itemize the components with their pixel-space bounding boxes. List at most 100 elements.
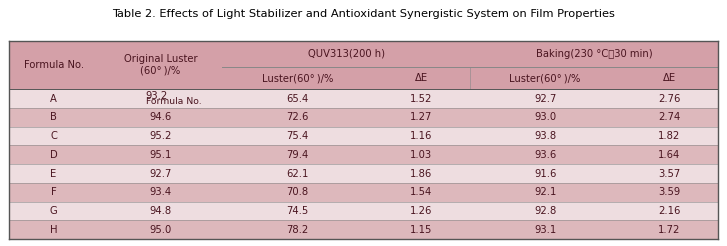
Bar [9,202,98,220]
Text: 2.74: 2.74 [658,112,680,122]
Bar [620,202,718,220]
Bar [98,202,222,220]
Bar [222,164,372,183]
Text: C: C [50,131,57,141]
Bar [222,108,372,127]
Bar [620,145,718,164]
Text: G: G [49,206,57,216]
Text: 1.54: 1.54 [410,187,433,197]
Bar [620,164,718,183]
Text: 62.1: 62.1 [286,169,308,179]
Text: D: D [49,150,57,160]
Text: 92.8: 92.8 [534,206,556,216]
Text: 2.16: 2.16 [658,206,680,216]
Text: Luster(60° )/%: Luster(60° )/% [262,73,333,83]
Bar [98,127,222,145]
Bar [470,220,620,239]
Bar [9,164,98,183]
Text: Formula No.: Formula No. [23,60,84,70]
Bar [222,127,372,145]
Text: Luster(60° )/%: Luster(60° )/% [510,73,581,83]
Text: 95.2: 95.2 [149,131,172,141]
Text: Formula No.: Formula No. [145,97,201,107]
Bar [372,89,470,108]
Text: Original Luster
(60° )/%: Original Luster (60° )/% [124,54,197,76]
Bar [372,202,470,220]
Bar [98,41,222,89]
Text: 1.27: 1.27 [410,112,433,122]
Bar [98,220,222,239]
Text: 74.5: 74.5 [286,206,308,216]
Bar [9,145,98,164]
Bar [98,108,222,127]
Bar [470,67,620,89]
Text: 93.1: 93.1 [534,225,556,235]
Text: 1.64: 1.64 [658,150,680,160]
Bar [372,108,470,127]
Text: Table 2. Effects of Light Stabilizer and Antioxidant Synergistic System on Film : Table 2. Effects of Light Stabilizer and… [112,9,615,19]
Text: 72.6: 72.6 [286,112,308,122]
Bar [9,220,98,239]
Bar [222,89,372,108]
Bar [98,164,222,183]
Text: 70.8: 70.8 [286,187,308,197]
Bar [222,145,372,164]
Bar [620,67,718,89]
Bar [372,220,470,239]
Bar [222,220,372,239]
Text: 92.7: 92.7 [149,169,172,179]
Text: 79.4: 79.4 [286,150,308,160]
Bar [470,108,620,127]
Text: B: B [50,112,57,122]
Text: ΔE: ΔE [662,73,675,83]
Text: Baking(230 °C、30 min): Baking(230 °C、30 min) [536,49,653,59]
Text: 93.4: 93.4 [150,187,172,197]
Bar [470,164,620,183]
Text: 93.8: 93.8 [534,131,556,141]
Bar [470,127,620,145]
Bar [372,164,470,183]
Text: 75.4: 75.4 [286,131,308,141]
Text: F: F [51,187,57,197]
Text: 3.59: 3.59 [658,187,680,197]
Text: 1.26: 1.26 [410,206,433,216]
Bar [372,145,470,164]
Text: 93.2: 93.2 [145,91,168,101]
Text: 93.0: 93.0 [534,112,556,122]
Text: 92.7: 92.7 [534,93,556,104]
Text: 95.1: 95.1 [149,150,172,160]
Bar [9,127,98,145]
Bar [470,41,718,67]
Bar [372,67,470,89]
Bar [9,183,98,202]
Text: 92.1: 92.1 [534,187,556,197]
Bar [372,127,470,145]
Text: 1.03: 1.03 [410,150,433,160]
Bar [470,183,620,202]
Text: 93.6: 93.6 [534,150,556,160]
Text: 1.82: 1.82 [658,131,680,141]
Text: 1.52: 1.52 [410,93,433,104]
Text: 95.0: 95.0 [149,225,172,235]
Bar [620,89,718,108]
Bar [9,108,98,127]
Bar [620,108,718,127]
Text: 2.76: 2.76 [658,93,680,104]
Bar [620,183,718,202]
Bar [222,183,372,202]
Bar [98,145,222,164]
Text: 94.6: 94.6 [149,112,172,122]
Bar [470,89,620,108]
Text: 91.6: 91.6 [534,169,556,179]
Text: 1.86: 1.86 [410,169,433,179]
Bar [470,202,620,220]
Bar [470,145,620,164]
Text: 1.72: 1.72 [658,225,680,235]
Bar [222,41,470,67]
Text: 1.15: 1.15 [410,225,433,235]
Text: A: A [50,93,57,104]
Bar [620,220,718,239]
Bar [222,202,372,220]
Text: 94.8: 94.8 [150,206,172,216]
Text: 1.16: 1.16 [410,131,433,141]
